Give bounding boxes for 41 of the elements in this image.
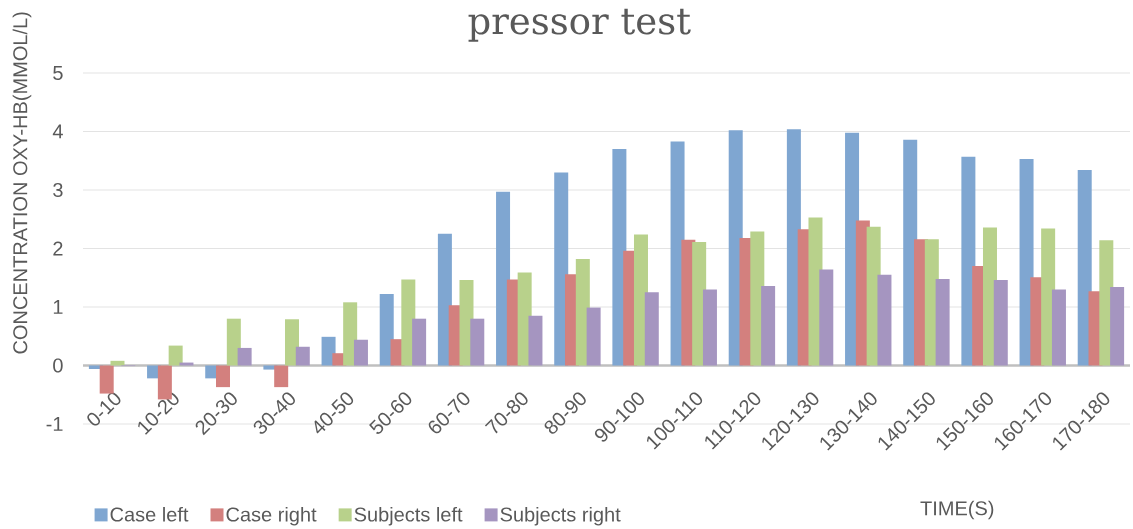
bar: [1110, 287, 1125, 366]
bar: [819, 269, 834, 366]
legend-label: Case left: [110, 506, 189, 522]
bar: [993, 280, 1008, 366]
legend-label: Subjects right: [500, 506, 621, 526]
bar: [702, 289, 717, 366]
bar: [644, 292, 659, 366]
bar: [1077, 170, 1092, 366]
y-tick-label: 4: [52, 124, 63, 139]
bar: [99, 365, 114, 394]
bar: [168, 345, 183, 366]
bar: [935, 278, 950, 366]
bar: [412, 318, 427, 366]
bar: [470, 318, 485, 366]
bar: [353, 339, 368, 366]
bar: [379, 294, 394, 366]
bar: [216, 365, 231, 388]
bar: [284, 319, 299, 366]
bar: [295, 346, 310, 366]
bar: [226, 318, 241, 366]
bar: [237, 347, 252, 366]
bar: [437, 233, 452, 366]
bar: [528, 315, 543, 366]
y-tick-label: 5: [53, 66, 63, 80]
x-tick-label: 0-10: [87, 392, 121, 426]
bar: [877, 274, 892, 366]
y-tick-label: -1: [46, 417, 63, 431]
y-tick-label: 1: [53, 300, 63, 314]
bar: [343, 302, 358, 366]
chart-title: pressor test: [468, 8, 691, 42]
bar: [274, 365, 289, 388]
bar: [586, 307, 601, 366]
x-axis-title: TIME(S): [920, 500, 994, 520]
y-tick-label: 2: [53, 241, 63, 256]
y-tick-label: 0: [53, 358, 63, 373]
bar: [1051, 289, 1066, 366]
y-tick-label: 3: [53, 182, 63, 198]
bar: [761, 285, 776, 366]
y-axis-title: CONCENTRATION OXY-HB(MMOL/L): [12, 12, 32, 354]
legend-label: Case right: [226, 506, 317, 526]
legend-label: Subjects left: [354, 506, 463, 526]
